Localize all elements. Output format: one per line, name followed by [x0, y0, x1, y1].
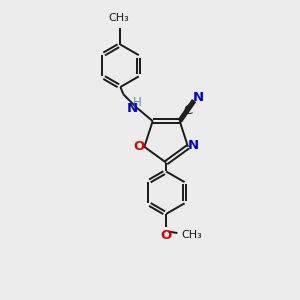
Text: N: N [193, 91, 204, 103]
Text: H: H [133, 96, 141, 109]
Text: O: O [160, 229, 172, 242]
Text: CH₃: CH₃ [109, 14, 129, 23]
Text: C: C [184, 104, 193, 117]
Text: CH₃: CH₃ [181, 230, 202, 239]
Text: N: N [188, 139, 199, 152]
Text: N: N [127, 102, 138, 115]
Text: O: O [134, 140, 145, 153]
